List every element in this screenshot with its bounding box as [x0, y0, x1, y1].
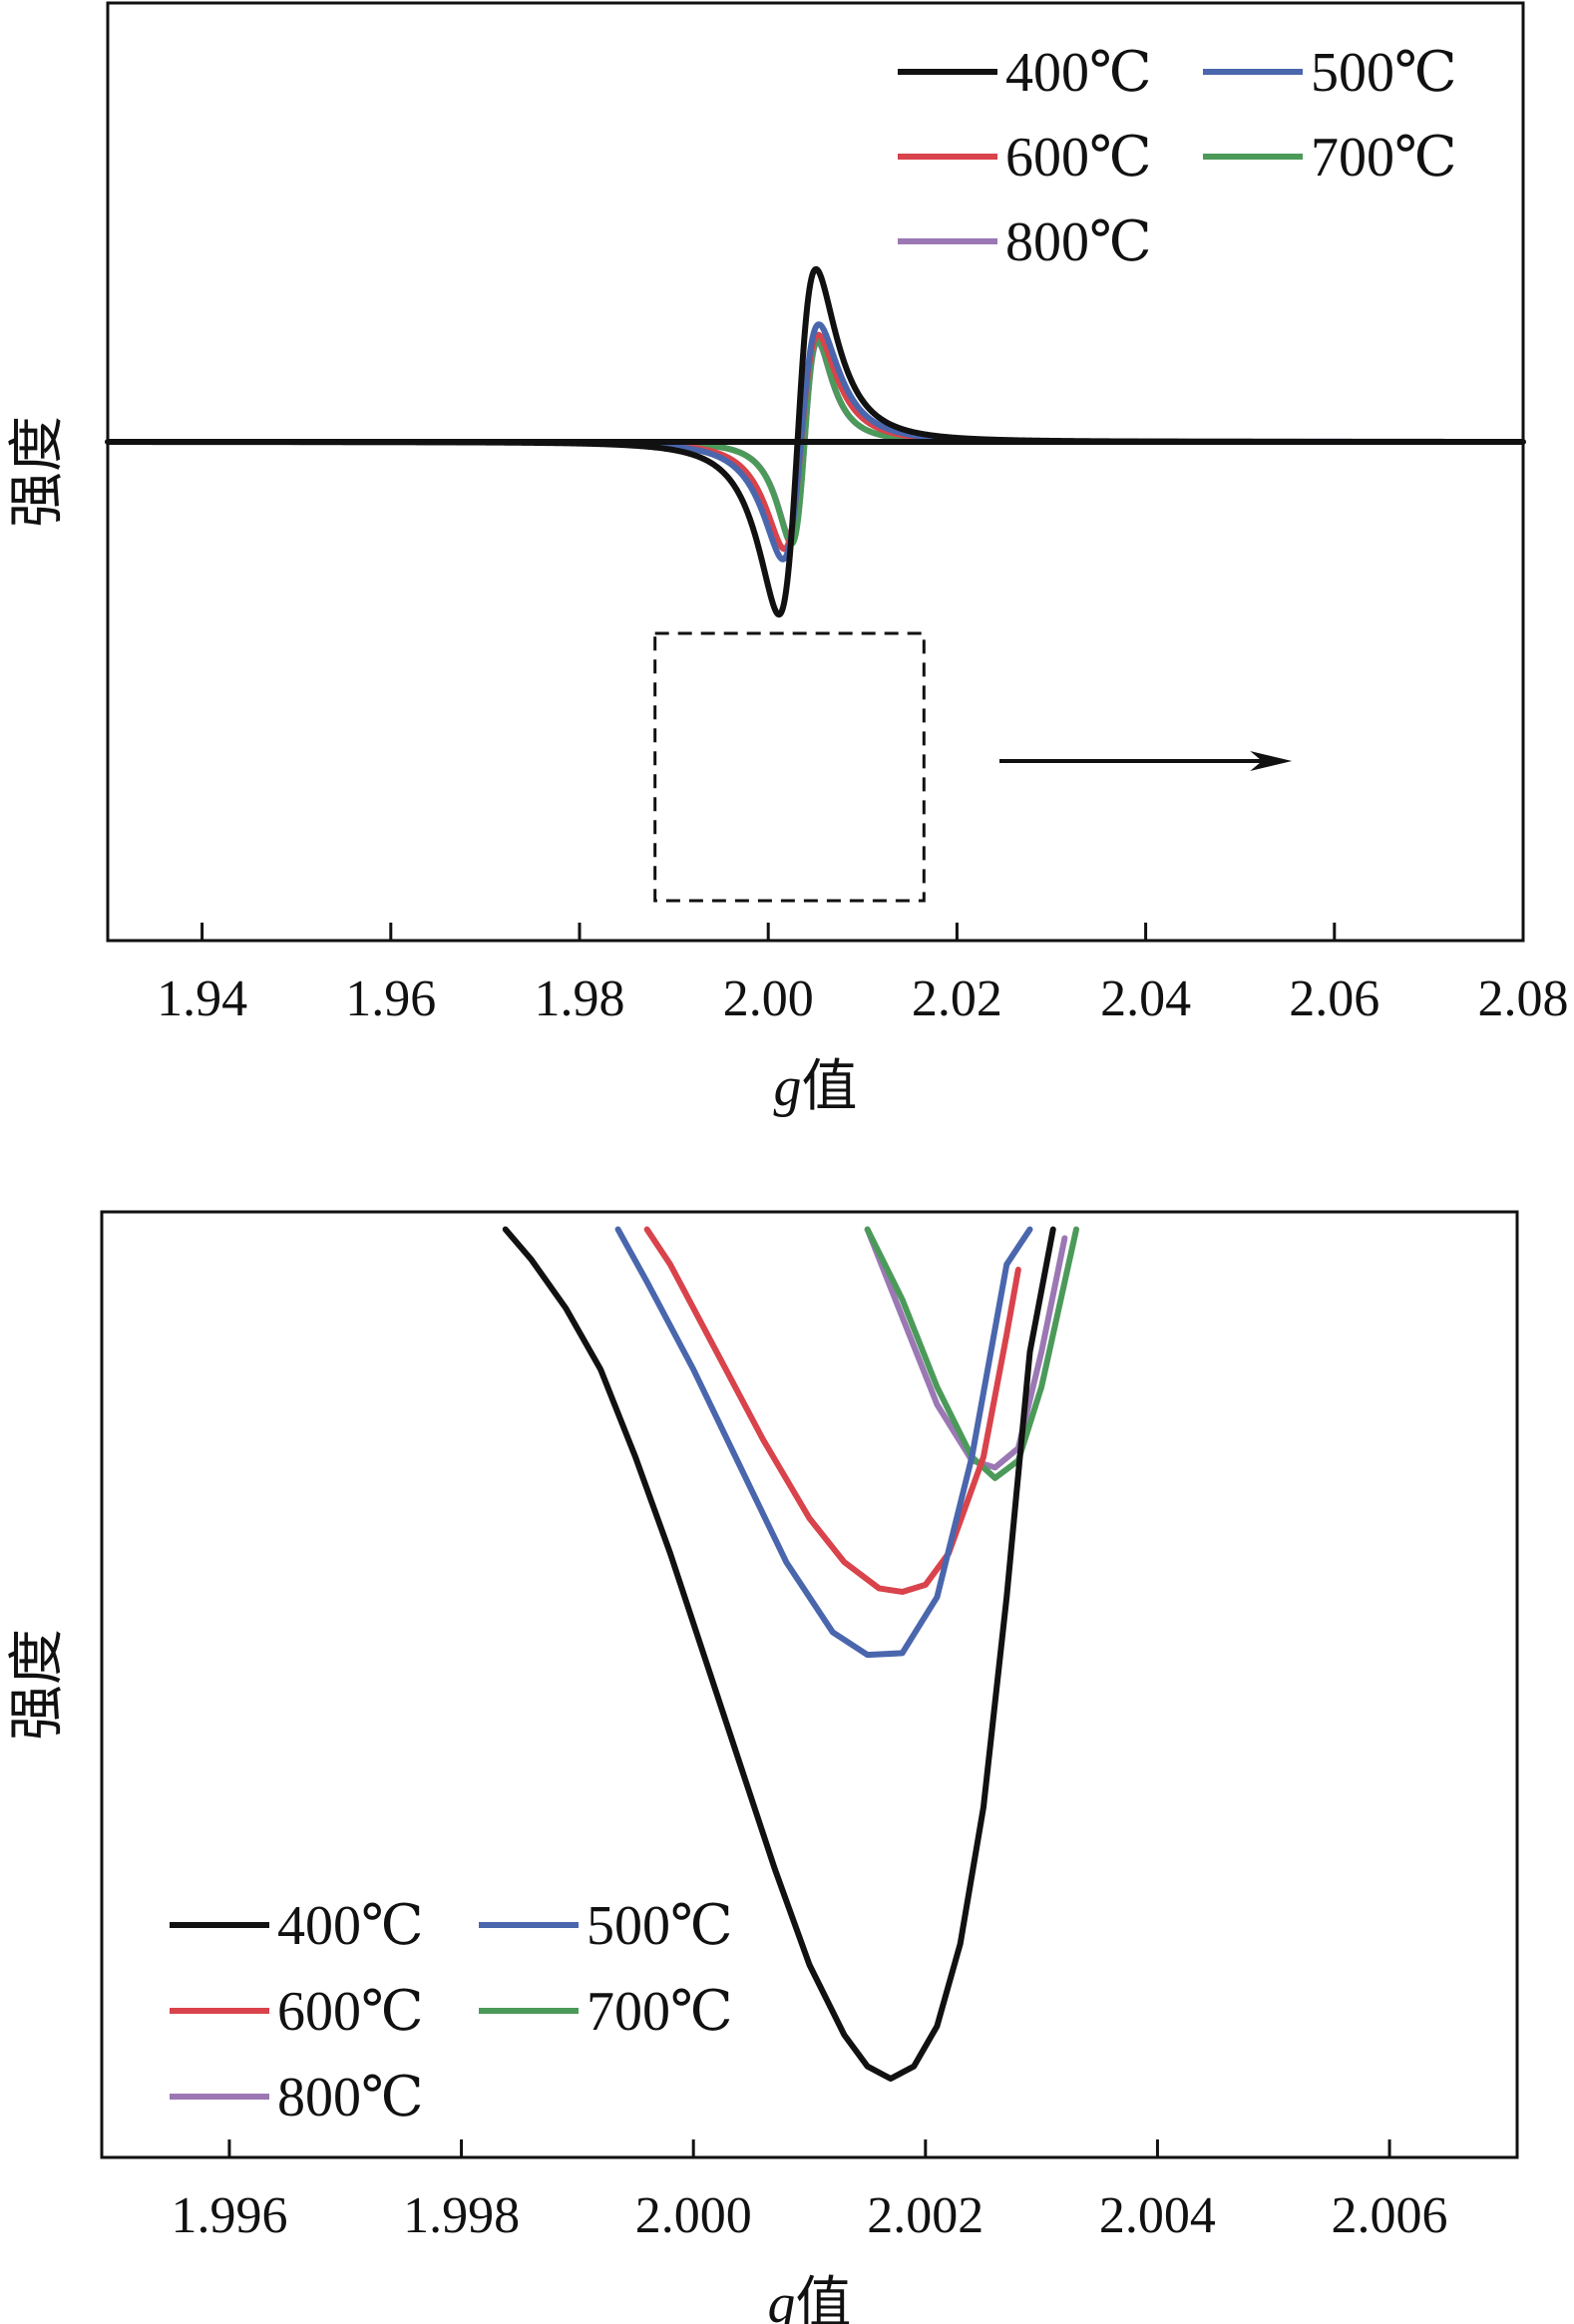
x-tick-label: 2.04 — [1100, 970, 1191, 1027]
x-tick-label: 2.000 — [635, 2187, 752, 2244]
series-line — [614, 1226, 1033, 1659]
legend-label: 800℃ — [277, 2067, 424, 2129]
bottom-panel-legend: 400℃ 500℃ 600℃ 700℃ 800℃ — [170, 1895, 733, 2129]
top-panel-y-axis-label: 强度 — [7, 416, 69, 528]
bottom-panel: 1.996 1.998 2.000 2.002 2.004 2.006 g值 强度 400… — [7, 1210, 1519, 2324]
x-tick-label: 2.08 — [1478, 970, 1569, 1027]
bottom-panel-y-axis-label: 强度 — [7, 1629, 69, 1741]
legend-label: 400℃ — [1005, 42, 1152, 104]
legend-label: 400℃ — [277, 1895, 424, 1957]
zoom-region-box — [653, 631, 926, 903]
x-tick-label: 2.00 — [723, 970, 814, 1027]
x-tick-label: 2.006 — [1332, 2187, 1448, 2244]
series-line — [864, 1226, 1068, 1471]
x-tick-label: 2.002 — [867, 2187, 984, 2244]
top-panel-plot-frame — [106, 1, 1525, 943]
legend-label: 600℃ — [1005, 127, 1152, 189]
legend-label: 600℃ — [277, 1981, 424, 2043]
arrow-head — [1250, 751, 1293, 771]
series-line — [502, 1226, 1056, 2082]
bottom-panel-curves — [502, 1226, 1080, 2082]
legend-label: 500℃ — [587, 1895, 733, 1957]
top-panel-x-ticks: 1.94 1.96 1.98 2.00 2.02 2.04 2.06 2.08 — [157, 923, 1569, 1027]
series-line — [864, 1226, 1080, 1481]
legend-label: 800℃ — [1005, 211, 1152, 273]
x-tick-label: 2.06 — [1289, 970, 1379, 1027]
top-panel-legend: 400℃ 500℃ 600℃ 700℃ 800℃ — [898, 42, 1457, 273]
bottom-panel-plot-frame — [100, 1210, 1519, 2159]
legend-label: 700℃ — [1311, 127, 1457, 189]
arrow-annotation — [998, 751, 1293, 771]
series-line — [643, 1226, 1021, 1595]
x-tick-label: 2.004 — [1099, 2187, 1216, 2244]
x-tick-label: 1.96 — [345, 970, 436, 1027]
x-tick-label: 1.998 — [403, 2187, 520, 2244]
bottom-panel-x-axis-label: g值 — [768, 2273, 852, 2324]
x-tick-label: 2.02 — [912, 970, 1002, 1027]
top-panel: 1.94 1.96 1.98 2.00 2.02 2.04 2.06 2.08 g值 强度 4… — [7, 1, 1569, 1118]
x-tick-label: 1.98 — [535, 970, 625, 1027]
x-tick-label: 1.996 — [171, 2187, 287, 2244]
x-tick-label: 1.94 — [157, 970, 247, 1027]
bottom-panel-x-ticks: 1.996 1.998 2.000 2.002 2.004 2.006 — [171, 2139, 1448, 2244]
top-panel-x-axis-label: g值 — [774, 1056, 858, 1118]
legend-label: 700℃ — [587, 1981, 733, 2043]
legend-label: 500℃ — [1311, 42, 1457, 104]
